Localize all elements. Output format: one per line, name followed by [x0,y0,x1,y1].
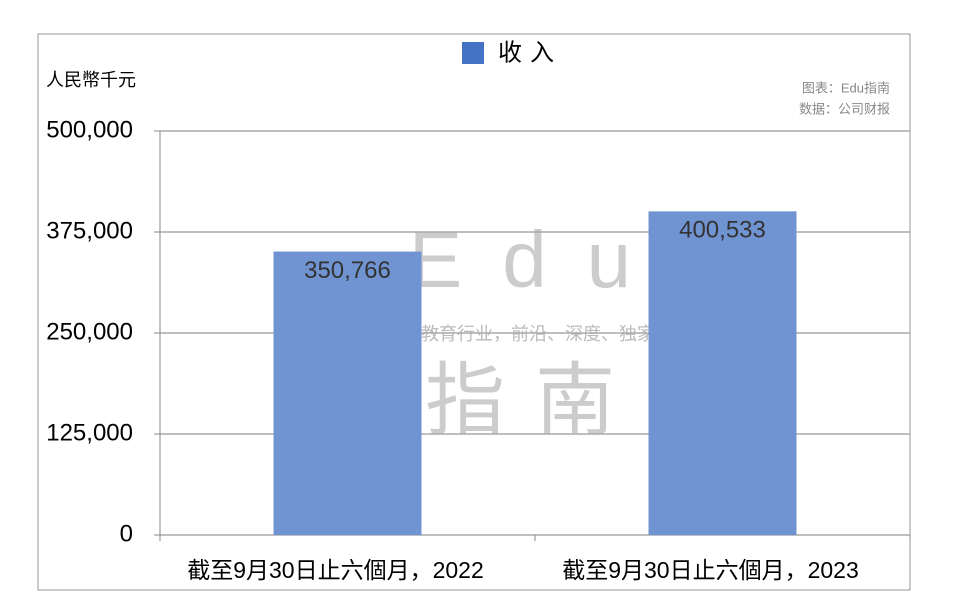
data-label: 400,533 [679,217,766,244]
watermark-name: 指南 [425,356,645,445]
data-label: 350,766 [304,257,391,284]
x-tick-label: 截至9月30日止六個月，2023 [562,557,859,583]
note: 数据：公司财报 [799,101,890,116]
y-tick-label: 125,000 [46,419,133,446]
legend-label: 收入 [498,39,562,66]
y-tick-label: 375,000 [46,217,133,244]
y-tick-label: 250,000 [46,318,133,345]
bar [648,211,797,536]
bar [273,251,422,536]
legend-swatch [462,42,484,64]
y-tick-label: 500,000 [46,116,133,143]
y-axis-label: 人民幣千元 [46,70,136,90]
x-tick-label: 截至9月30日止六個月，2022 [187,557,484,583]
y-tick-label: 0 [120,520,133,547]
watermark-brand: Edu [409,215,671,304]
note: 图表：Edu指南 [802,80,890,95]
